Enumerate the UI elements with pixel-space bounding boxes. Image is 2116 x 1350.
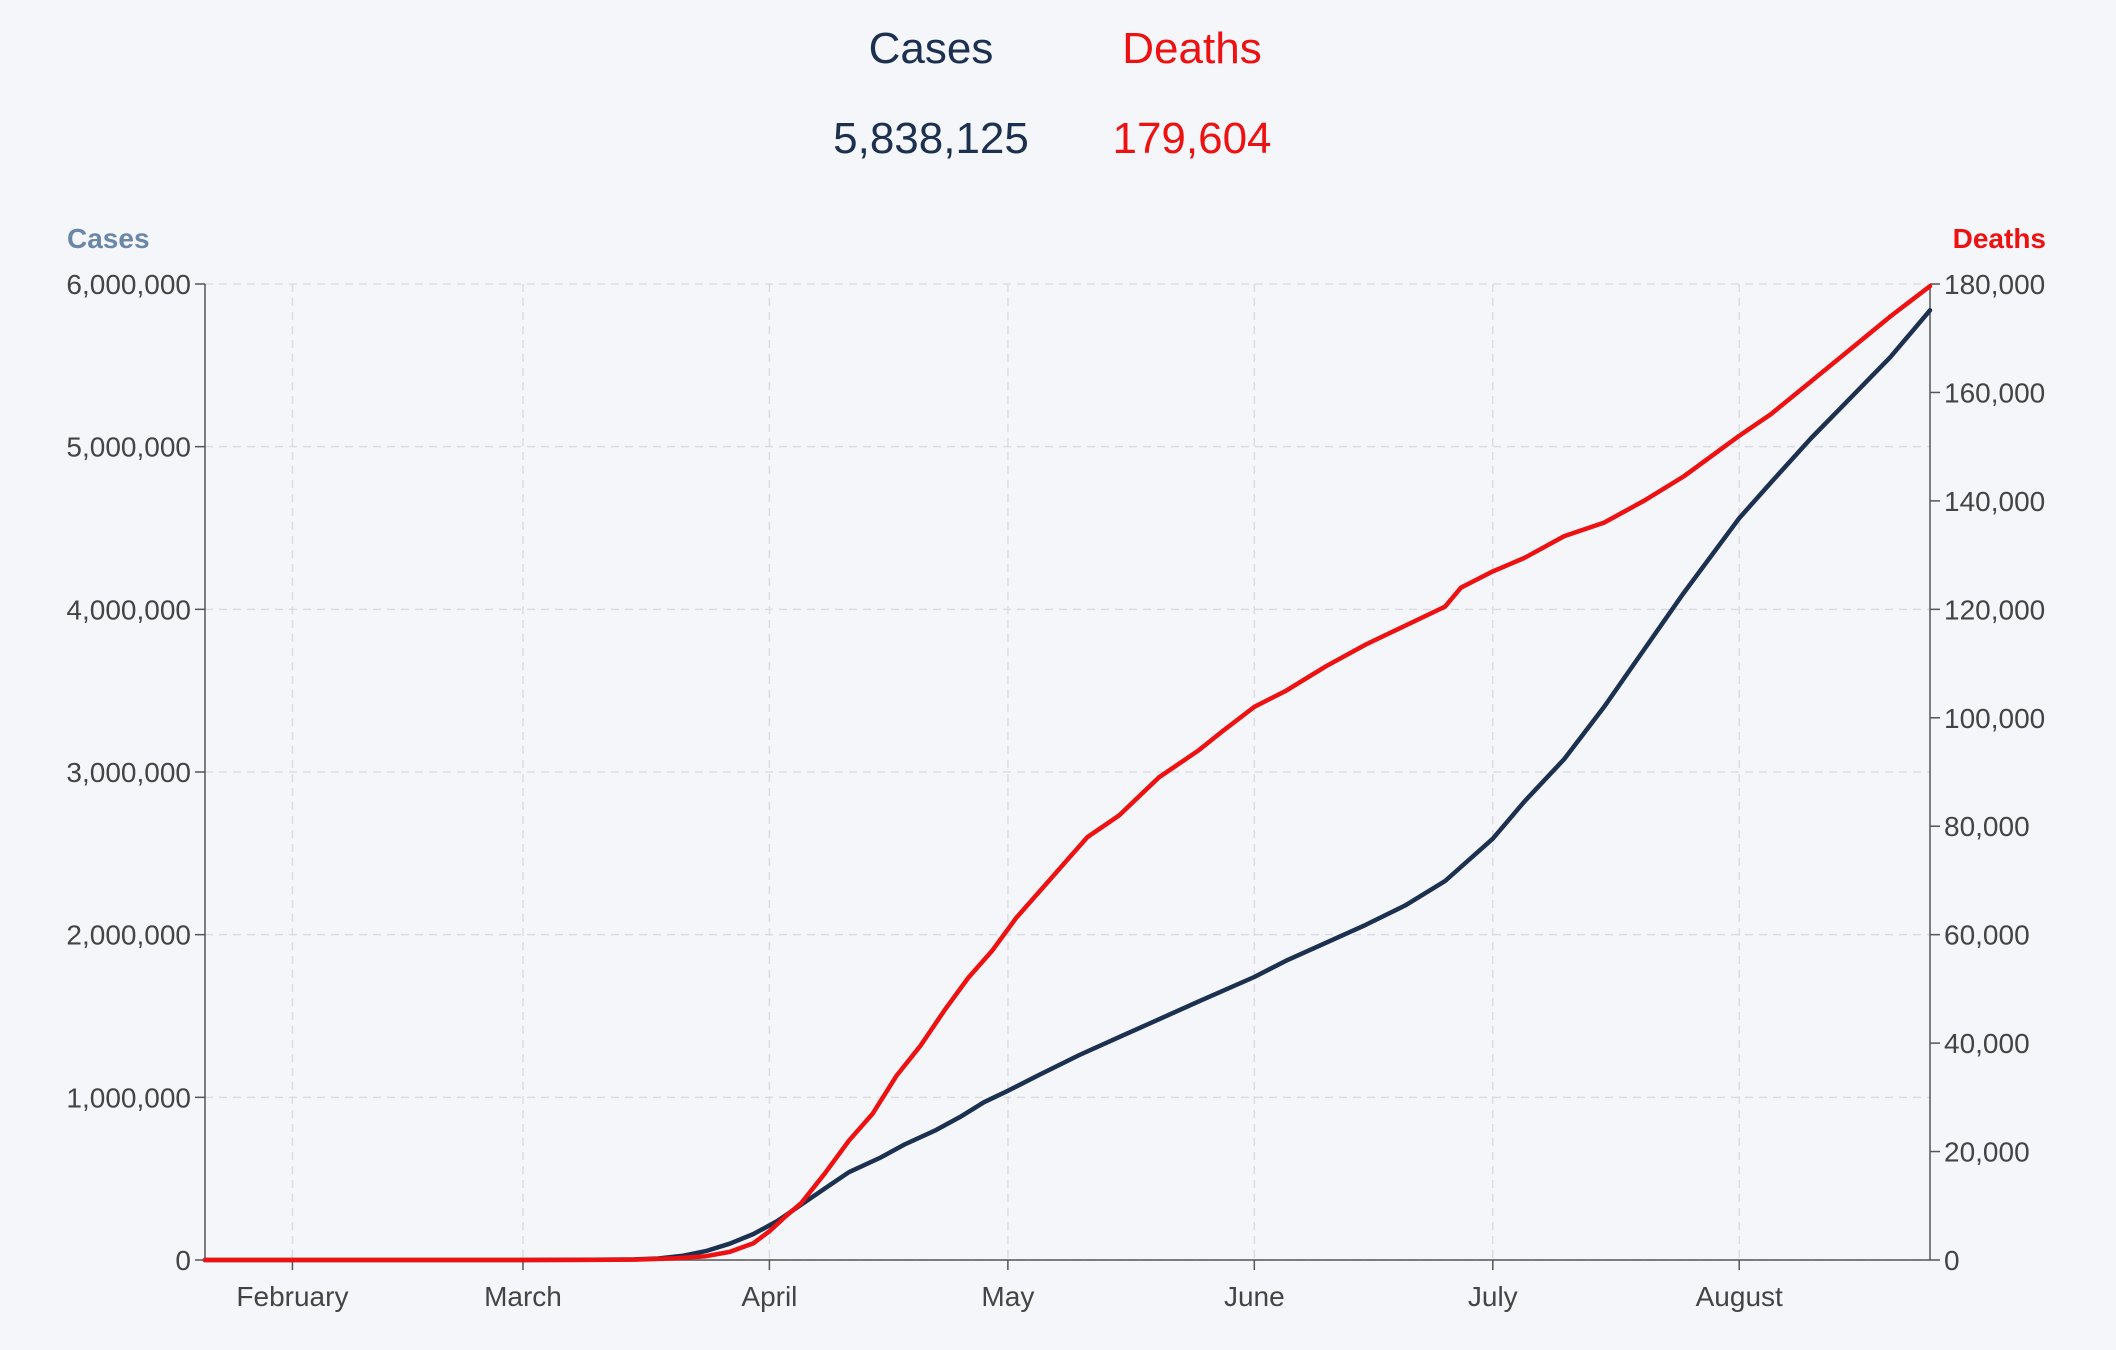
deaths-series-line — [202, 283, 1933, 1263]
x-tick-label: March — [484, 1281, 562, 1312]
left-tick-label: 2,000,000 — [66, 920, 191, 951]
deaths-summary: Deaths 179,604 — [1062, 24, 1322, 164]
left-tick-label: 0 — [175, 1245, 191, 1276]
right-tick-label: 40,000 — [1944, 1028, 2030, 1059]
right-tick-label: 120,000 — [1944, 594, 2045, 625]
x-tick-label: May — [981, 1281, 1034, 1312]
right-tick-label: 80,000 — [1944, 811, 2030, 842]
cases-summary-value: 5,838,125 — [833, 114, 1029, 163]
right-tick-label: 140,000 — [1944, 486, 2045, 517]
summary-header: Cases 5,838,125 Deaths 179,604 — [0, 24, 2116, 174]
x-tick-label: April — [741, 1281, 797, 1312]
right-tick-label: 60,000 — [1944, 920, 2030, 951]
deaths-summary-label: Deaths — [1122, 24, 1262, 73]
left-tick-label: 4,000,000 — [66, 594, 191, 625]
left-tick-label: 3,000,000 — [66, 757, 191, 788]
x-tick-label: August — [1696, 1281, 1783, 1312]
left-tick-label: 5,000,000 — [66, 432, 191, 463]
right-tick-label: 20,000 — [1944, 1137, 2030, 1168]
chart-axes: 0 1,000,000 2,000,000 3,000,000 4,000,000 5,0… — [66, 269, 2045, 1312]
cases-summary-label: Cases — [868, 24, 994, 73]
x-tick-label: February — [236, 1281, 348, 1312]
right-axis-title: Deaths — [1953, 223, 2046, 254]
chart-series — [202, 283, 1933, 1263]
chart-grid — [205, 283, 1930, 1261]
deaths-summary-value: 179,604 — [1112, 114, 1272, 163]
x-tick-label: June — [1224, 1281, 1285, 1312]
right-tick-label: 0 — [1944, 1245, 1960, 1276]
right-tick-label: 180,000 — [1944, 269, 2045, 300]
cases-series-line — [202, 308, 1933, 1263]
left-axis-title: Cases — [67, 223, 150, 254]
right-tick-label: 160,000 — [1944, 377, 2045, 408]
left-tick-label: 1,000,000 — [66, 1082, 191, 1113]
cases-summary: Cases 5,838,125 — [801, 24, 1061, 164]
left-tick-label: 6,000,000 — [66, 269, 191, 300]
x-tick-label: July — [1468, 1281, 1518, 1312]
right-tick-label: 100,000 — [1944, 703, 2045, 734]
